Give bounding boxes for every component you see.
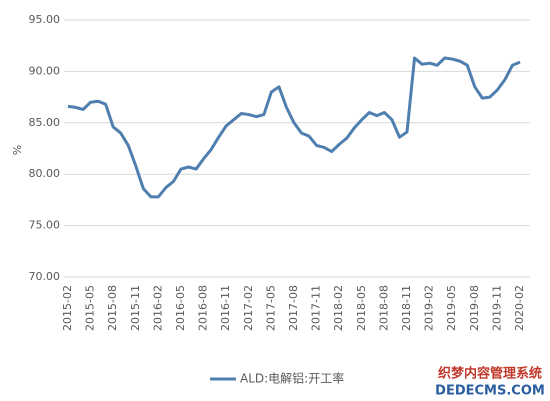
x-tick-label: 2015-08 — [106, 285, 119, 331]
x-tick-label: 2016-02 — [151, 285, 164, 331]
x-tick-label: 2020-02 — [513, 285, 526, 331]
x-tick-label: 2017-02 — [242, 285, 255, 331]
y-axis-label: % — [11, 145, 24, 155]
y-tick-label: 70.00 — [29, 270, 61, 283]
x-tick-label: 2018-08 — [377, 285, 390, 331]
y-tick-label: 80.00 — [29, 167, 61, 180]
x-tick-label: 2016-08 — [197, 285, 210, 331]
x-tick-label: 2015-11 — [129, 285, 142, 331]
x-tick-label: 2016-05 — [174, 285, 187, 331]
x-tick-label: 2019-05 — [445, 285, 458, 331]
x-tick-label: 2015-02 — [61, 285, 74, 331]
x-tick-label: 2015-05 — [84, 285, 97, 331]
x-tick-label: 2018-05 — [355, 285, 368, 331]
x-tick-label: 2018-11 — [400, 285, 413, 331]
x-tick-label: 2017-08 — [287, 285, 300, 331]
x-tick-label: 2016-11 — [219, 285, 232, 331]
x-tick-label: 2017-11 — [310, 285, 323, 331]
watermark: DEDECMS.COM — [435, 384, 545, 399]
x-tick-label: 2019-02 — [423, 285, 436, 331]
line — [67, 56, 521, 199]
legend-label: ALD:电解铝:开工率 — [240, 371, 344, 386]
x-tick-label: 2019-08 — [468, 285, 481, 331]
watermark: 织梦内容管理系统 — [438, 366, 542, 382]
x-tick-label: 2017-05 — [264, 285, 277, 331]
y-tick-label: 90.00 — [29, 64, 61, 77]
y-tick-label: 95.00 — [29, 13, 61, 26]
x-tick-label: 2018-02 — [332, 285, 345, 331]
y-tick-label: 85.00 — [29, 116, 61, 129]
y-tick-label: 75.00 — [29, 219, 61, 232]
x-tick-label: 2019-11 — [490, 285, 503, 331]
